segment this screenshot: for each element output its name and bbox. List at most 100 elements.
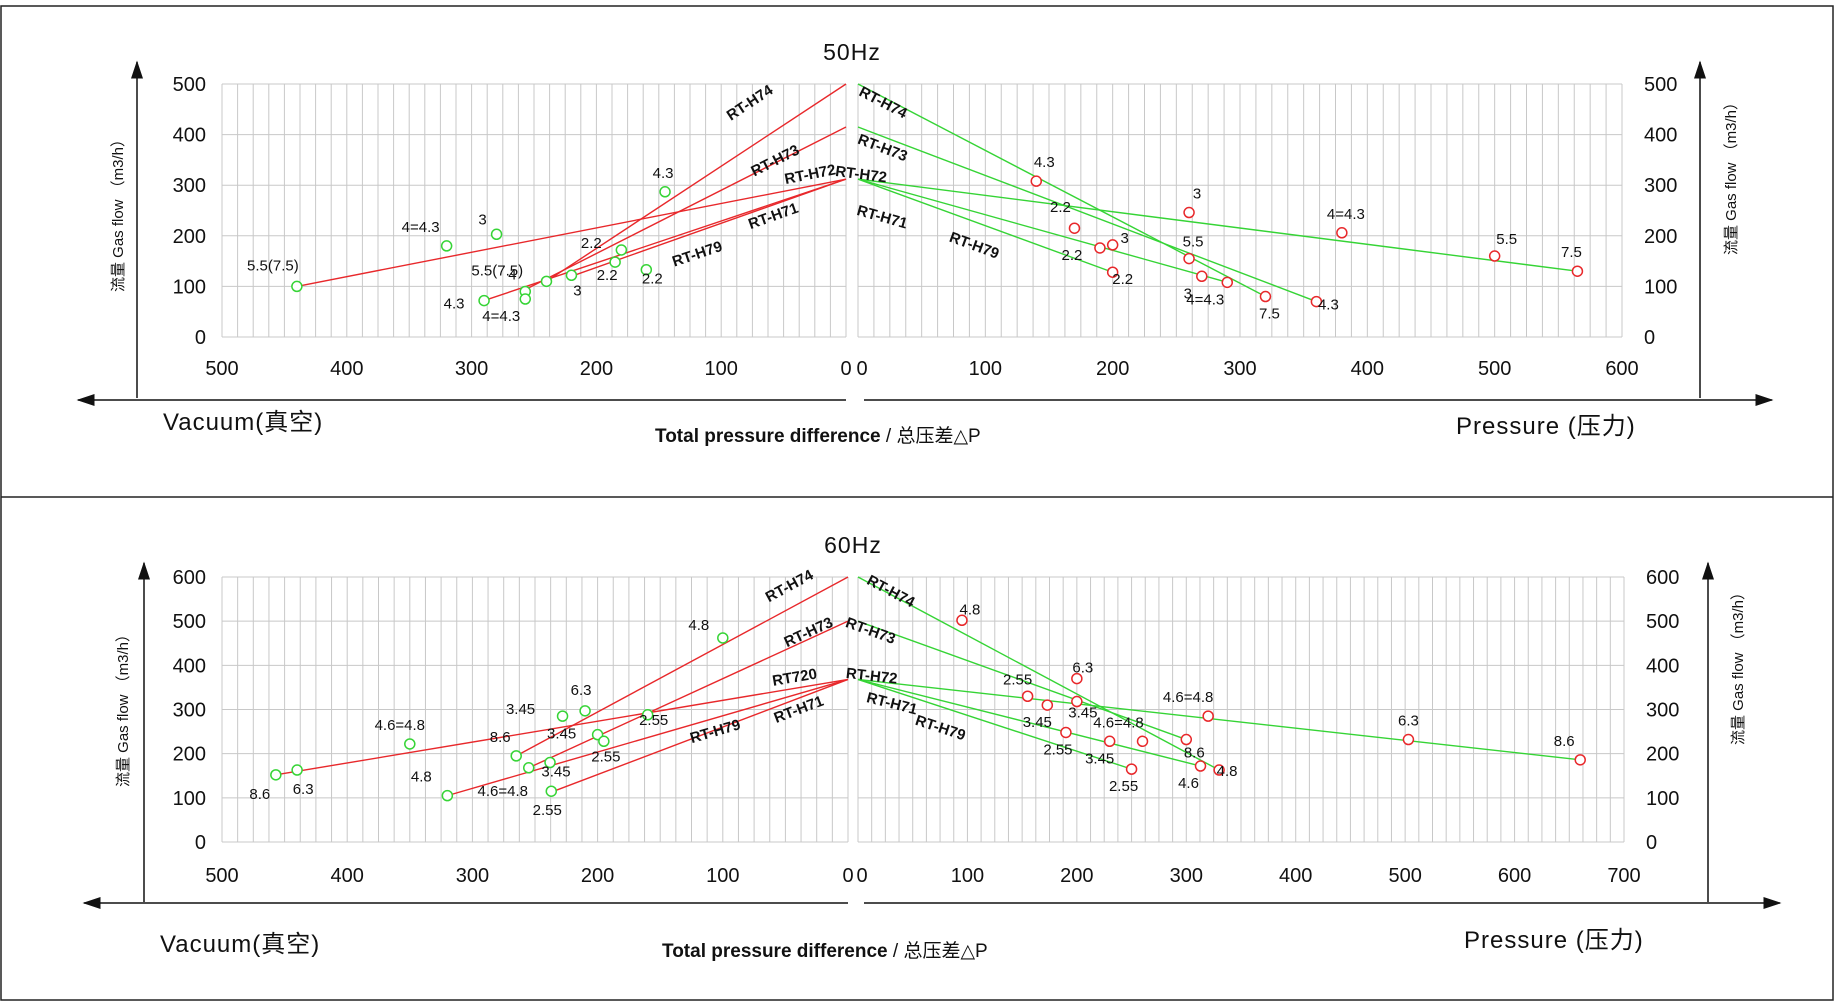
data-point-vacuum	[565, 269, 578, 282]
y-axis-label-right: 流量 Gas flow （m3/h）	[1723, 95, 1740, 255]
x-tick-label-pressure: 0	[856, 865, 867, 887]
series-line-vacuum-RT-H74	[546, 83, 847, 282]
data-point-pressure	[1402, 733, 1415, 746]
data-point-label-vacuum: 5.5(7.5)	[247, 257, 299, 274]
y-tick-label: 200	[173, 744, 206, 766]
y-tick-label: 0	[195, 327, 206, 349]
x-tick-label-vacuum: 400	[330, 358, 363, 380]
data-point-vacuum	[291, 764, 303, 776]
data-point-pressure	[1021, 690, 1034, 702]
x-tick-label-pressure: 100	[969, 358, 1002, 380]
data-point-vacuum	[598, 735, 610, 748]
x-axis-label: Total pressure difference / 总压差△P	[655, 425, 981, 447]
data-point-vacuum	[291, 280, 303, 293]
x-tick-label-vacuum: 200	[581, 865, 614, 887]
data-point-pressure	[1071, 672, 1083, 685]
series-line-pressure-RT-H72	[857, 178, 1578, 272]
data-point-label-vacuum: 3.45	[541, 764, 570, 781]
data-point-label-pressure: 2.55	[1003, 671, 1032, 688]
data-point-pressure	[1106, 239, 1119, 251]
x-tick-label-pressure: 0	[856, 358, 867, 380]
data-point-label-pressure: 4.6	[1178, 775, 1199, 792]
series-line-pressure-RT-H74	[857, 576, 1220, 771]
data-point-pressure	[1574, 754, 1586, 766]
data-point-pressure	[1103, 735, 1116, 748]
series-label-pressure-RT-H79: RT-H79	[947, 229, 1001, 263]
data-point-label-pressure: 5.5	[1496, 231, 1517, 248]
series-line-vacuum-RT720	[275, 678, 849, 776]
data-point-pressure	[1571, 265, 1584, 277]
data-point-label-vacuum: 2.55	[533, 802, 562, 819]
series-label-vacuum-RT-H79: RT-H79	[688, 716, 742, 747]
series-label-pressure-RT-H72: RT-H72	[845, 665, 898, 688]
y-tick-label: 0	[1646, 832, 1657, 854]
y-tick-label: 400	[173, 655, 206, 677]
data-point-pressure	[1194, 760, 1207, 772]
x-tick-label-pressure: 500	[1478, 358, 1511, 380]
data-point-vacuum	[540, 275, 553, 288]
data-point-pressure	[1213, 764, 1225, 776]
series-label-vacuum-RT-H74: RT-H74	[724, 81, 777, 124]
data-point-pressure	[1336, 227, 1348, 239]
x-tick-label-vacuum: 0	[842, 865, 853, 887]
x-tick-label-vacuum: 300	[455, 358, 488, 380]
data-point-label-vacuum: 3.45	[547, 726, 576, 743]
data-point-pressure	[1202, 710, 1214, 722]
x-tick-label-pressure: 100	[951, 865, 984, 887]
y-tick-label: 400	[1646, 655, 1679, 677]
data-point-label-pressure: 6.3	[1072, 660, 1093, 677]
data-point-label-pressure: 2.2	[1062, 247, 1083, 264]
series-line-vacuum-RT-H72	[296, 178, 847, 288]
data-point-label-pressure: 6.3	[1398, 713, 1419, 730]
x-tick-label-pressure: 400	[1351, 358, 1384, 380]
data-point-label-vacuum: 3	[478, 211, 486, 228]
x-tick-label-pressure: 300	[1170, 865, 1203, 887]
data-point-label-vacuum: 4.6=4.8	[375, 717, 425, 734]
data-point-label-vacuum: 2.2	[581, 235, 602, 252]
data-point-label-vacuum: 4.8	[688, 617, 709, 634]
y-tick-label: 100	[1646, 788, 1679, 810]
y-tick-label: 100	[173, 788, 206, 810]
series-line-pressure-RT-H79	[857, 678, 1132, 770]
y-tick-label: 400	[173, 125, 206, 147]
data-point-label-vacuum: 8.6	[249, 786, 270, 803]
data-point-vacuum	[519, 293, 532, 305]
x-axis-label-rest: / 总压差△P	[888, 940, 988, 962]
x-tick-label-vacuum: 300	[456, 865, 489, 887]
data-point-label-vacuum: 6.3	[571, 682, 592, 699]
y-tick-label: 500	[1644, 74, 1677, 96]
data-point-label-vacuum: 4.3	[444, 296, 465, 313]
data-point-label-pressure: 4.3	[1318, 297, 1339, 314]
y-tick-label: 500	[173, 74, 206, 96]
data-point-vacuum	[478, 294, 490, 307]
data-point-label-pressure: 3	[1193, 186, 1201, 203]
data-point-vacuum	[441, 789, 454, 802]
x-axis-label-rest: / 总压差△P	[881, 425, 981, 447]
y-tick-label: 100	[1644, 276, 1677, 298]
y-tick-label: 300	[1644, 175, 1677, 197]
data-point-label-pressure: 4.6=4.8	[1093, 714, 1143, 731]
data-point-pressure	[1041, 699, 1054, 711]
chart-title: 60Hz	[824, 532, 882, 558]
data-point-label-pressure: 5.5	[1183, 234, 1204, 251]
y-tick-label: 600	[173, 567, 206, 589]
y-axis-label-left: 流量 Gas flow （m3/h）	[115, 627, 132, 787]
data-point-label-vacuum: 2.2	[597, 267, 618, 284]
data-point-label-vacuum: 4.3	[653, 165, 674, 182]
x-tick-label-vacuum: 400	[331, 865, 364, 887]
data-point-pressure	[1071, 695, 1083, 708]
data-point-pressure	[1068, 222, 1081, 234]
data-point-label-vacuum: 4=4.3	[482, 308, 520, 325]
data-point-vacuum	[609, 256, 621, 268]
data-point-pressure	[1488, 250, 1501, 262]
data-point-label-vacuum: 2.55	[639, 712, 668, 729]
series-label-vacuum-RT-H73: RT-H73	[782, 614, 836, 651]
data-point-label-pressure: 4.3	[1034, 154, 1055, 171]
x-tick-label-pressure: 400	[1279, 865, 1312, 887]
x-tick-label-pressure: 300	[1223, 358, 1256, 380]
data-point-label-pressure: 4=4.3	[1186, 291, 1224, 308]
y-tick-label: 100	[173, 276, 206, 298]
data-point-vacuum	[641, 709, 654, 721]
